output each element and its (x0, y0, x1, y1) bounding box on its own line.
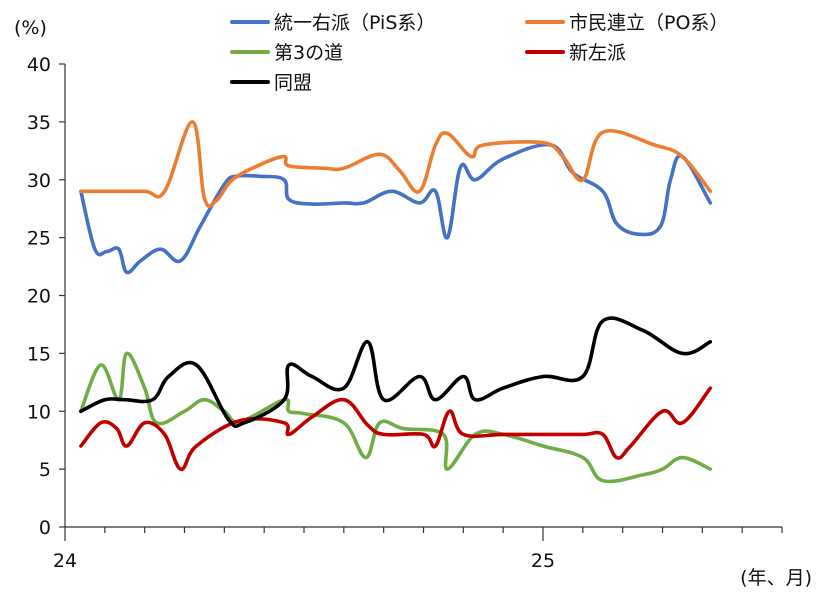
x-axis-label: (年、月) (740, 567, 812, 589)
series-line-1 (79, 120, 713, 208)
y-tick-label: 0 (39, 517, 51, 539)
y-tick-label: 20 (27, 286, 51, 308)
y-tick-label: 15 (27, 343, 51, 365)
series-line-4 (79, 316, 713, 429)
y-tick-label: 30 (27, 170, 51, 192)
legend-label: 統一右派（PiS系） (274, 12, 435, 34)
y-tick-label: 10 (27, 401, 51, 423)
y-tick-label: 5 (39, 459, 51, 481)
legend-label: 市民連立（PO系） (569, 12, 728, 34)
legend-label: 同盟 (274, 72, 312, 94)
y-tick-label: 25 (27, 228, 51, 250)
legend-label: 第3の道 (274, 42, 343, 64)
axes: 0 5 10 15 20 25 30 35 40 24 25 (27, 54, 783, 572)
series-line-2 (79, 351, 713, 484)
series-line-0 (79, 142, 713, 275)
series-layer (79, 120, 713, 484)
x-tick-label: 25 (531, 550, 555, 572)
x-tick-label: 24 (53, 550, 77, 572)
legend-label: 新左派 (569, 42, 626, 64)
series-line-3 (79, 386, 713, 471)
y-tick-label: 40 (27, 54, 51, 76)
y-tick-label: 35 (27, 112, 51, 134)
y-axis-label: (%) (14, 17, 47, 39)
